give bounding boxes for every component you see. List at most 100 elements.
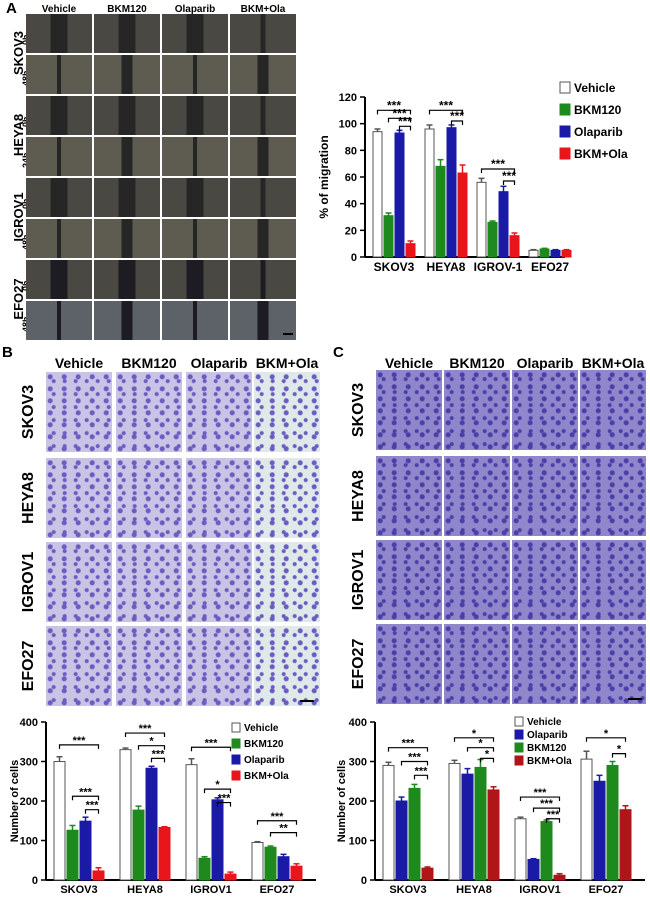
legend-swatch bbox=[231, 754, 241, 765]
significance-label: * bbox=[485, 748, 490, 760]
panel-c-row-label: HEYA8 bbox=[350, 470, 367, 522]
bar bbox=[145, 767, 158, 881]
transwell-image-tile bbox=[186, 372, 252, 452]
significance-bracket bbox=[428, 109, 464, 115]
panel-c-col-header: Vehicle bbox=[384, 355, 434, 371]
bar bbox=[158, 826, 171, 881]
transwell-image-tile bbox=[376, 624, 442, 704]
wound-image-tile bbox=[230, 96, 296, 135]
significance-bracket bbox=[58, 744, 100, 749]
bar bbox=[383, 215, 394, 258]
wound-image-tile bbox=[162, 137, 228, 176]
transwell-image-tile bbox=[580, 624, 646, 704]
bar bbox=[553, 874, 566, 881]
y-tick-label: 400 bbox=[20, 717, 38, 729]
significance-bracket bbox=[216, 801, 232, 807]
x-category-label: EFO27 bbox=[260, 884, 295, 896]
bar bbox=[382, 764, 395, 881]
transwell-image-tile bbox=[512, 456, 578, 536]
bar bbox=[435, 165, 446, 258]
significance-bracket bbox=[479, 757, 495, 763]
bar bbox=[487, 221, 498, 258]
x-category-label: IGROV-1 bbox=[474, 260, 523, 274]
significance-bracket bbox=[519, 796, 561, 802]
significance-bracket bbox=[150, 757, 166, 763]
y-tick-label: 0 bbox=[32, 875, 38, 887]
significance-label: *** bbox=[398, 114, 412, 128]
wound-image-tile bbox=[230, 219, 296, 258]
wound-image-tile bbox=[26, 260, 92, 299]
panel-a-col-header: BKM120 bbox=[107, 4, 147, 15]
significance-label: * bbox=[478, 738, 483, 750]
significance-bracket bbox=[450, 120, 464, 125]
panel-a-col-header: Olaparib bbox=[174, 4, 216, 15]
wound-image-tile bbox=[162, 219, 228, 258]
y-tick-label: 100 bbox=[20, 836, 38, 848]
legend-swatch bbox=[231, 738, 241, 749]
wound-image-tile bbox=[94, 178, 160, 217]
panel-c-row-label: SKOV3 bbox=[350, 382, 367, 438]
bar bbox=[446, 127, 457, 258]
legend-swatch bbox=[514, 716, 524, 727]
significance-label: * bbox=[617, 744, 622, 756]
significance-bracket bbox=[480, 168, 516, 173]
scale-bar bbox=[628, 698, 642, 700]
transwell-image-tile bbox=[376, 456, 442, 536]
significance-bracket bbox=[453, 737, 495, 742]
bar bbox=[540, 821, 553, 881]
bar bbox=[395, 800, 408, 881]
y-tick-label: 40 bbox=[345, 199, 357, 211]
bar bbox=[79, 820, 92, 881]
significance-label: * bbox=[472, 728, 477, 740]
legend-swatch bbox=[559, 81, 571, 94]
wound-image-tile bbox=[162, 301, 228, 340]
bar bbox=[498, 191, 509, 258]
bar bbox=[539, 248, 550, 258]
bar bbox=[514, 818, 527, 881]
panel-b-col-header: Vehicle bbox=[54, 355, 104, 371]
y-tick-label: 300 bbox=[349, 757, 367, 769]
legend-swatch bbox=[559, 147, 571, 160]
transwell-image-tile bbox=[444, 540, 510, 620]
significance-label: * bbox=[149, 736, 154, 748]
legend-swatch bbox=[559, 103, 571, 116]
significance-label: *** bbox=[491, 157, 505, 171]
significance-label: *** bbox=[79, 786, 93, 798]
bar bbox=[528, 249, 539, 258]
x-category-label: IGROV1 bbox=[519, 884, 561, 896]
x-category-label: SKOV3 bbox=[389, 884, 426, 896]
significance-bracket bbox=[502, 180, 516, 185]
bar bbox=[198, 857, 211, 881]
wound-image-tile bbox=[230, 55, 296, 94]
legend-swatch bbox=[514, 755, 524, 766]
wound-image-tile bbox=[26, 301, 92, 340]
significance-bracket bbox=[611, 753, 627, 758]
transwell-image-tile bbox=[254, 626, 320, 706]
significance-bracket bbox=[84, 809, 100, 814]
bar bbox=[372, 131, 383, 258]
legend-entry: Vehicle bbox=[244, 723, 279, 734]
legend-entry: BKM+Ola bbox=[574, 147, 628, 161]
significance-bracket bbox=[532, 807, 561, 813]
significance-label: *** bbox=[534, 787, 548, 799]
bar bbox=[448, 762, 461, 881]
bar bbox=[561, 249, 572, 258]
legend-entry: Vehicle bbox=[527, 717, 562, 728]
significance-label: *** bbox=[402, 738, 416, 750]
significance-label: *** bbox=[218, 793, 232, 805]
panel-b-col-header: Olaparib bbox=[190, 355, 248, 371]
scale-bar bbox=[300, 700, 314, 702]
wound-image-tile bbox=[162, 96, 228, 135]
legend-entry: Olaparib bbox=[574, 125, 623, 139]
y-tick-label: 0 bbox=[361, 875, 367, 887]
significance-bracket bbox=[256, 820, 298, 825]
y-tick-label: 60 bbox=[345, 172, 357, 184]
wound-image-tile bbox=[94, 219, 160, 258]
y-tick-label: 80 bbox=[345, 145, 357, 157]
x-category-label: HEYA8 bbox=[427, 260, 466, 274]
legend-swatch bbox=[231, 770, 241, 781]
bar bbox=[424, 128, 435, 258]
bar bbox=[211, 799, 224, 881]
bar bbox=[461, 773, 474, 881]
wound-image-tile bbox=[94, 301, 160, 340]
